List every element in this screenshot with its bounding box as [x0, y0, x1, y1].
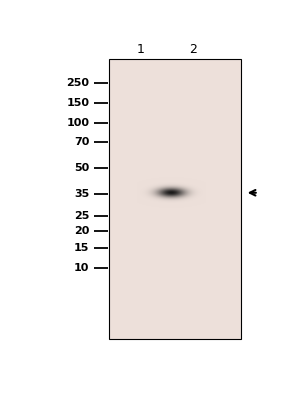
Text: 1: 1	[137, 43, 144, 56]
Text: 250: 250	[66, 78, 89, 88]
Text: 70: 70	[74, 137, 89, 147]
Text: 10: 10	[74, 263, 89, 273]
Text: 20: 20	[74, 226, 89, 236]
Text: 50: 50	[74, 163, 89, 173]
Text: 15: 15	[74, 243, 89, 253]
Text: 35: 35	[74, 189, 89, 199]
Text: 2: 2	[189, 43, 196, 56]
Text: 25: 25	[74, 211, 89, 221]
Text: 150: 150	[66, 98, 89, 108]
Text: 100: 100	[66, 118, 89, 128]
Bar	[109, 59, 241, 339]
